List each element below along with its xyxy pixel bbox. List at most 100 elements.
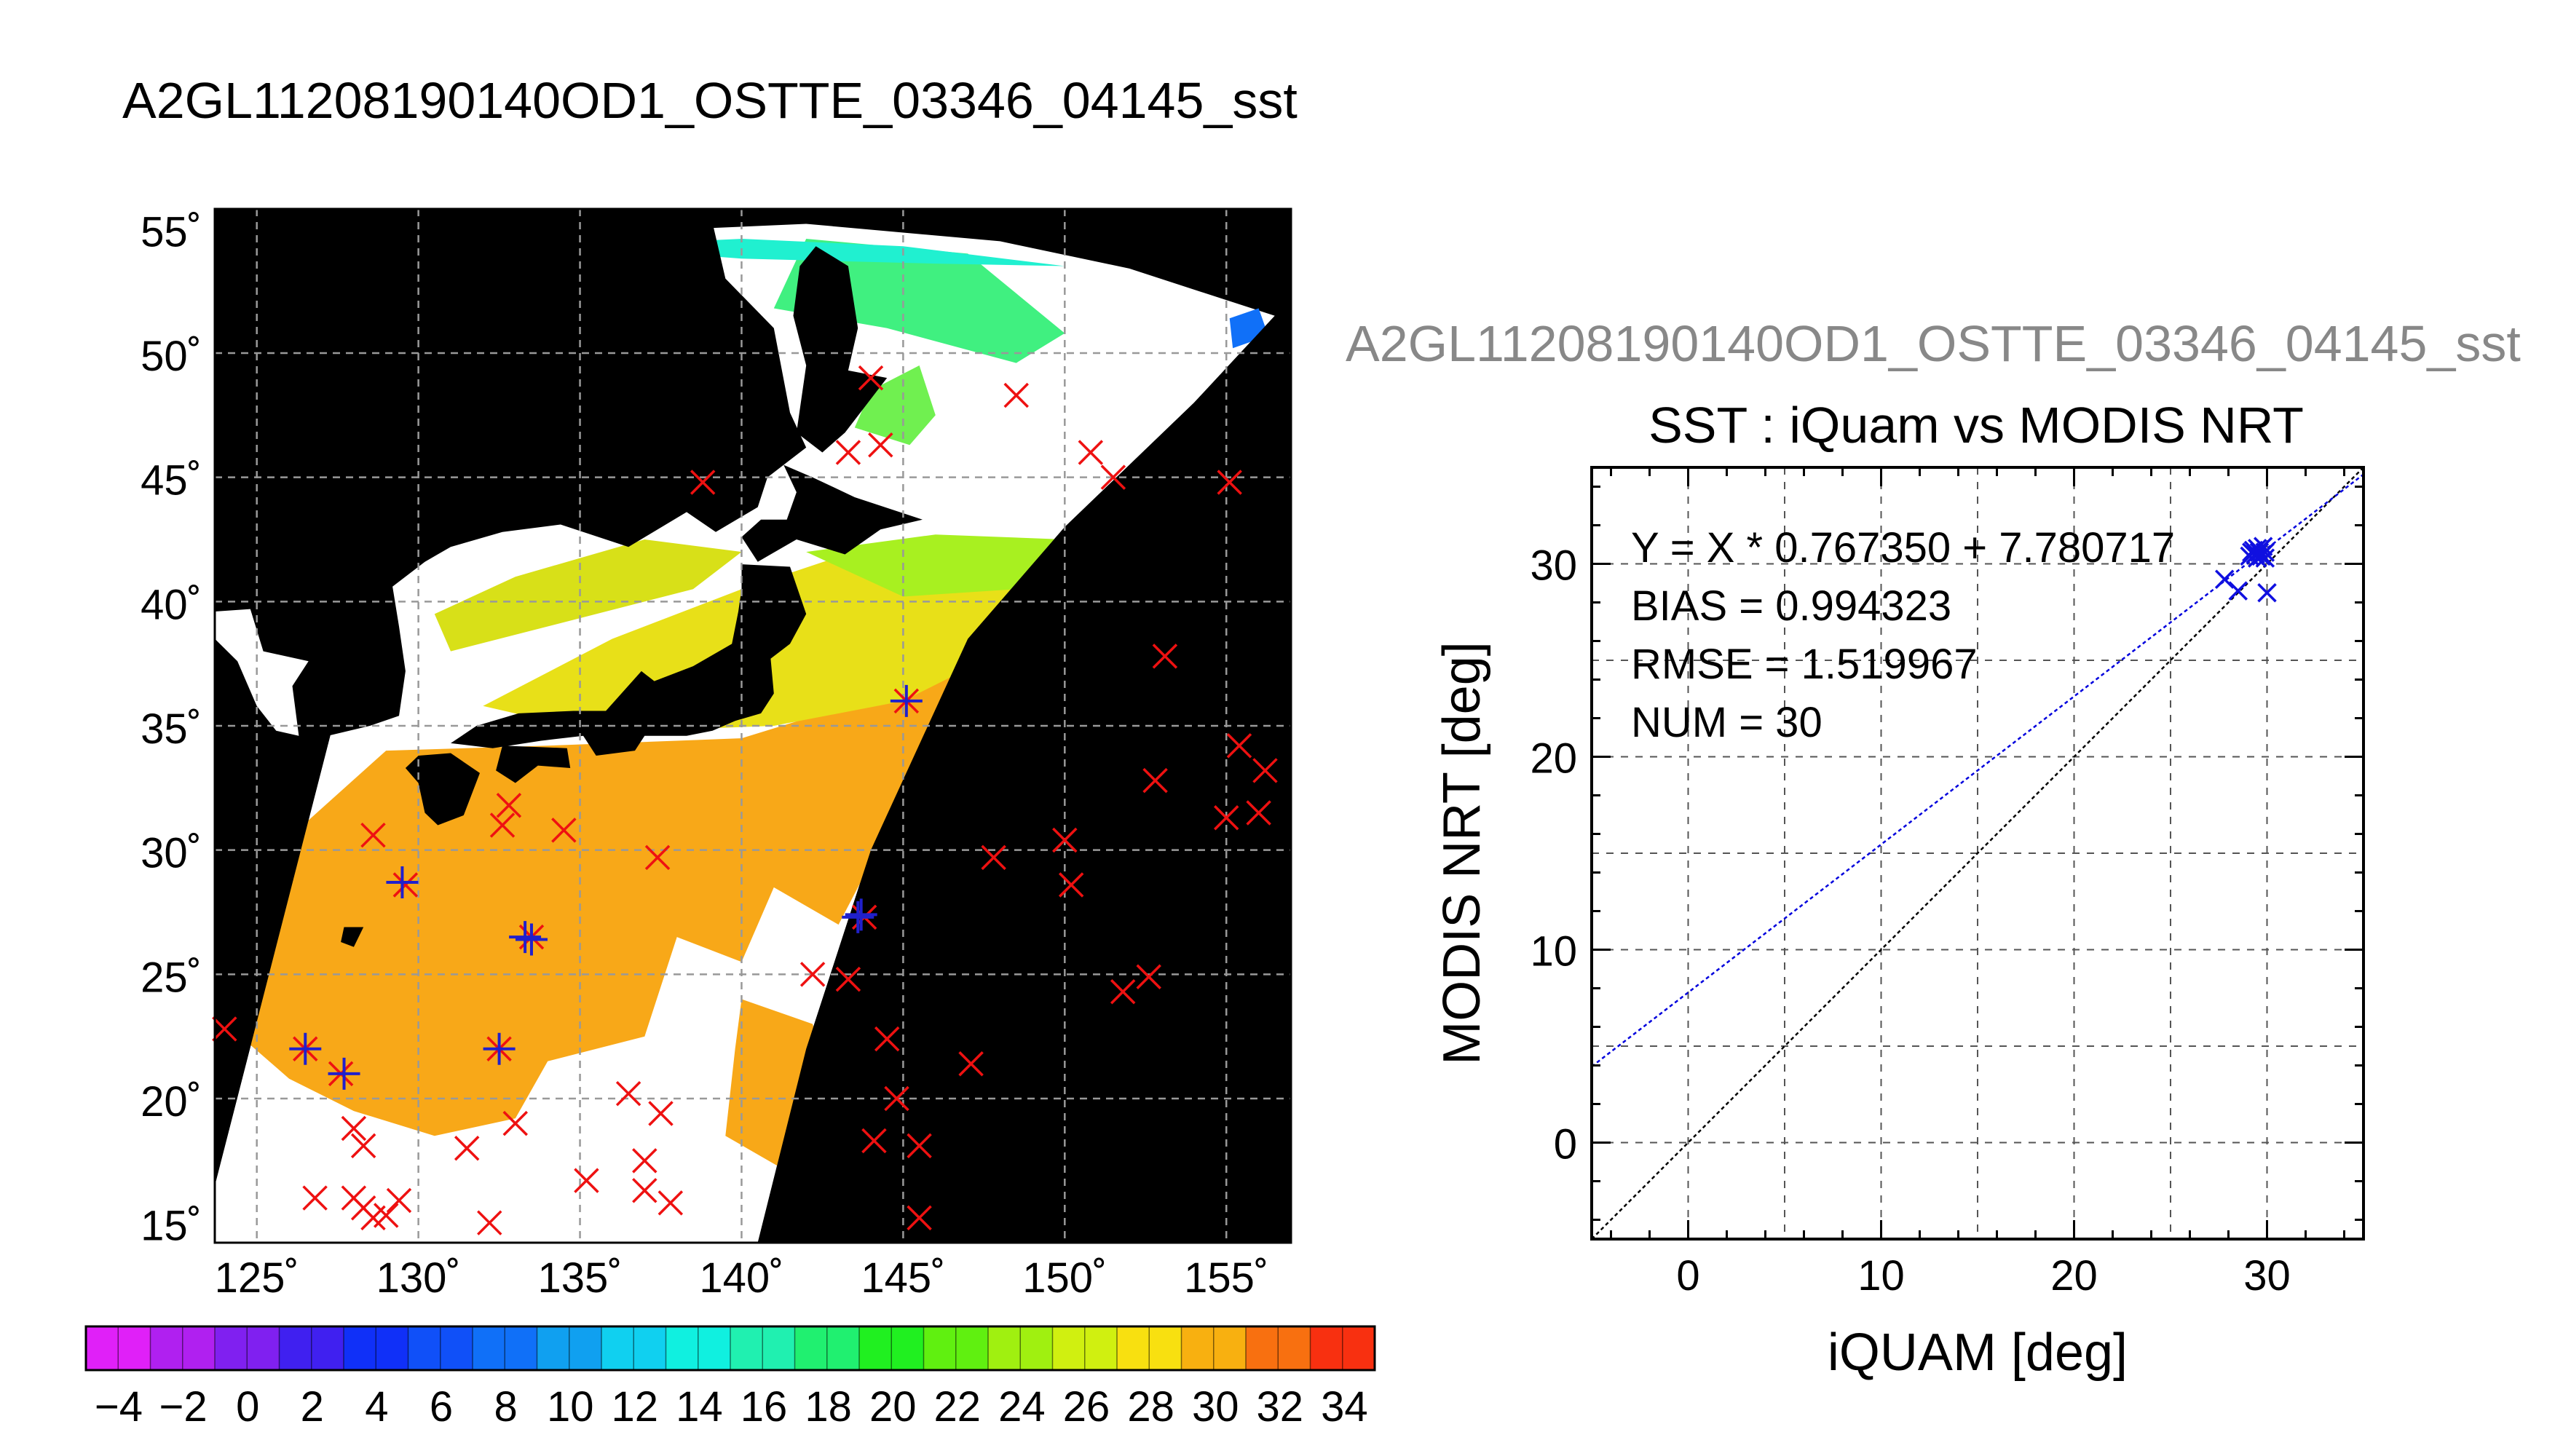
buoy-red-marker: [1252, 758, 1278, 783]
lat-tick-label: 20˚: [141, 1078, 202, 1125]
buoy-red-marker-stroke: [373, 1203, 399, 1228]
buoy-red-marker-stroke: [615, 1080, 641, 1107]
colorbar-label: 14: [676, 1383, 723, 1431]
x-axis-label: iQUAM [deg]: [1828, 1324, 2128, 1382]
lat-tick-label: 55˚: [141, 208, 202, 256]
scatter-ticks: 0 10 20 30 0 10 20 30: [1530, 467, 2364, 1299]
colorbar-label: 16: [741, 1383, 788, 1431]
buoy-blue-marker: [328, 1057, 360, 1090]
buoy-blue-marker: [845, 898, 877, 931]
buoy-red-marker-stroke: [1246, 800, 1271, 826]
lon-tick-label: 145˚: [861, 1254, 945, 1302]
buoy-red-marker-stroke: [1136, 964, 1161, 989]
buoy-red-marker-stroke: [360, 822, 386, 848]
buoy-red-marker: [907, 1205, 932, 1231]
lon-tick-label: 155˚: [1184, 1254, 1268, 1302]
buoy-red-marker: [502, 1110, 529, 1136]
data-point-stroke: [2257, 583, 2277, 603]
x-tick-label: 10: [1857, 1252, 1905, 1299]
buoy-red-marker-stroke: [884, 1085, 909, 1112]
colorbar-label: 24: [998, 1383, 1046, 1431]
stats-box: Y = X * 0.767350 + 7.780717 BIAS = 0.9943…: [1631, 524, 2175, 746]
buoy-red-marker-stroke: [1252, 758, 1278, 783]
buoy-red-marker-stroke: [1142, 767, 1168, 794]
colorbar-label: 34: [1321, 1383, 1368, 1431]
data-point: [2214, 569, 2235, 589]
identity-line: [1592, 467, 2364, 1239]
main-title: A2GL11208190140OD1_OSTTE_03346_04145_sst: [122, 72, 1298, 129]
scatter-frame: [1590, 466, 2365, 1241]
data-point-stroke: [2243, 540, 2264, 561]
colorbar-label: 30: [1192, 1383, 1239, 1431]
buoy-red-marker: [350, 1133, 376, 1159]
lon-tick-label: 135˚: [537, 1254, 622, 1302]
colorbar-label: 10: [547, 1383, 594, 1431]
buoy-red-marker: [386, 1187, 412, 1214]
buoy-red-marker: [1078, 440, 1104, 465]
buoy-red-marker-stroke: [1003, 382, 1029, 408]
buoy-red-marker-stroke: [212, 1016, 237, 1042]
fit-line: [1592, 473, 2364, 1067]
buoy-blue-marker: [483, 1032, 516, 1065]
colorbar-label: 26: [1063, 1383, 1110, 1431]
buoy-red-marker: [690, 470, 716, 495]
colorbar-label: 2: [301, 1383, 324, 1431]
buoy-red-marker: [551, 818, 577, 843]
buoy-red-marker: [868, 432, 893, 458]
okinawa: [341, 927, 364, 947]
data-point: [2253, 537, 2273, 556]
buoy-red-marker-stroke: [574, 1168, 599, 1193]
buoy-red-marker: [958, 1051, 984, 1077]
colorbar-label: 0: [236, 1383, 259, 1431]
scatter-points: [2214, 537, 2277, 603]
kyushu: [405, 753, 480, 826]
buoy-red-marker-stroke: [386, 1187, 412, 1214]
buoy-red-marker: [1136, 964, 1161, 989]
buoy-red-marker-stroke: [496, 792, 522, 818]
buoy-red-marker-stroke: [958, 1051, 984, 1077]
buoy-red-marker-stroke: [874, 1026, 900, 1052]
y-tick-label: 10: [1530, 928, 1577, 976]
buoy-red-marker-stroke: [690, 470, 716, 495]
sst-cool-strip: [806, 534, 1065, 597]
buoy-red-marker: [1100, 464, 1126, 490]
buoy-red-marker: [835, 440, 861, 465]
buoy-red-marker: [1052, 827, 1078, 853]
buoy-red-marker: [861, 1128, 887, 1154]
data-point-stroke: [2255, 542, 2275, 562]
overlay-title: A2GL11208190140OD1_OSTTE_03346_04145_sst: [1346, 315, 2521, 372]
honshu: [451, 564, 807, 756]
stats-line: Y = X * 0.767350 + 7.780717: [1631, 524, 2175, 571]
lat-tick-label: 50˚: [141, 333, 202, 380]
buoy-red-marker-stroke: [799, 962, 826, 987]
data-point: [2255, 542, 2275, 562]
colorbar-label: 32: [1257, 1383, 1304, 1431]
colorbar-label: 12: [612, 1383, 659, 1431]
colorbar: −4 −2 0 2 4 6 8 10 12 14 16 18 20 22 24 26 28 30 32 34: [84, 1325, 1376, 1431]
colorbar-label: 28: [1127, 1383, 1174, 1431]
buoy-red-marker: [212, 1016, 237, 1042]
buoy-red-marker: [341, 1115, 367, 1142]
chart-title: SST : iQuam vs MODIS NRT: [1648, 397, 2304, 454]
buoy-red-marker: [302, 1185, 328, 1211]
map-frame: [213, 207, 1292, 1244]
buoy-red-marker: [884, 1085, 909, 1112]
sst-mid-area-2: [434, 539, 742, 652]
buoy-red-marker: [1142, 767, 1168, 794]
stats-line: NUM = 30: [1631, 699, 1823, 746]
longitude-labels: 125˚ 130˚ 135˚ 140˚ 145˚ 150˚ 155˚: [215, 1254, 1269, 1302]
data-point-stroke: [2228, 581, 2248, 601]
buoy-blue-marker: [842, 901, 874, 933]
buoy-red-marker-stroke: [861, 1128, 887, 1154]
data-point-stroke: [2214, 569, 2235, 589]
lat-tick-label: 30˚: [141, 830, 202, 877]
x-tick-label: 30: [2243, 1252, 2291, 1299]
yellow-sea-cloud: [215, 609, 309, 736]
buoy-red-marker-stroke: [1213, 805, 1239, 831]
buoy-red-marker: [981, 844, 1006, 871]
buoy-red-marker: [489, 812, 516, 838]
colorbar-label: 8: [494, 1383, 517, 1431]
buoy-red-marker: [392, 872, 419, 898]
buoy-red-marker: [657, 1190, 684, 1216]
x-tick-label: 20: [2050, 1252, 2098, 1299]
